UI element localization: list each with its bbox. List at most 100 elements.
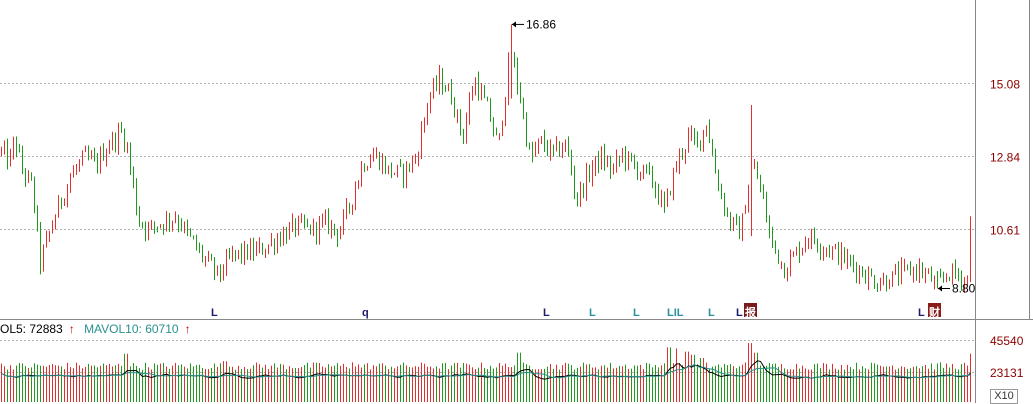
volume-bar bbox=[211, 367, 212, 402]
volume-bar bbox=[100, 365, 101, 402]
volume-bar bbox=[964, 362, 965, 402]
volume-bar bbox=[796, 363, 797, 402]
candle-body bbox=[13, 138, 14, 155]
volume-bar bbox=[946, 363, 947, 402]
candle-body bbox=[676, 166, 677, 171]
candle-body bbox=[679, 153, 680, 167]
volume-bar bbox=[292, 368, 293, 402]
candle-body bbox=[637, 165, 638, 177]
vol-ma5-label: OL5: 72883 bbox=[0, 322, 63, 336]
volume-bar bbox=[130, 366, 131, 402]
candle-body bbox=[940, 276, 941, 278]
volume-bar bbox=[10, 365, 11, 402]
candle-body bbox=[364, 165, 365, 170]
volume-bar bbox=[34, 363, 35, 402]
candle-body bbox=[562, 149, 563, 156]
candle-body bbox=[127, 147, 128, 149]
candle-body bbox=[214, 260, 215, 273]
candle-body bbox=[871, 271, 872, 277]
candle-body bbox=[148, 225, 149, 234]
candle-body bbox=[625, 151, 626, 165]
volume-bar bbox=[757, 352, 758, 402]
volume-bar bbox=[631, 368, 632, 402]
volume-bar bbox=[940, 362, 941, 402]
event-marker: L bbox=[633, 307, 640, 319]
candle-body bbox=[106, 152, 107, 160]
candle-body bbox=[244, 245, 245, 258]
volume-bar bbox=[949, 367, 950, 402]
candle-body bbox=[874, 276, 875, 288]
volume-bar bbox=[184, 366, 185, 402]
volume-bar bbox=[460, 367, 461, 402]
volume-bar bbox=[355, 366, 356, 402]
candle-body bbox=[247, 245, 248, 259]
volume-bar bbox=[196, 365, 197, 402]
candle-body bbox=[34, 179, 35, 210]
volume-bar bbox=[778, 366, 779, 402]
volume-bar bbox=[568, 363, 569, 402]
candle-body bbox=[382, 159, 383, 169]
volume-header: OL5: 72883 ↑ MAVOL10: 60710 ↑ bbox=[0, 322, 197, 336]
volume-bar bbox=[928, 368, 929, 402]
candle-body bbox=[502, 123, 503, 134]
candle-body bbox=[289, 225, 290, 240]
volume-bar bbox=[67, 362, 68, 402]
candle-body bbox=[916, 268, 917, 276]
candle-body bbox=[523, 101, 524, 115]
volume-bar bbox=[13, 369, 14, 402]
volume-bar bbox=[892, 365, 893, 402]
candle-body bbox=[82, 152, 83, 162]
candle-body bbox=[910, 266, 911, 275]
volume-bar bbox=[400, 364, 401, 402]
candle-body bbox=[301, 218, 302, 220]
candle-body bbox=[649, 168, 650, 170]
event-marker: 报 bbox=[745, 305, 757, 319]
volume-bar bbox=[931, 363, 932, 402]
candle-body bbox=[217, 265, 218, 273]
candle-body bbox=[409, 164, 410, 170]
candle-body bbox=[904, 264, 905, 266]
candle-body bbox=[718, 173, 719, 190]
volume-bar bbox=[139, 368, 140, 402]
candle-body bbox=[724, 194, 725, 212]
volume-bar bbox=[619, 366, 620, 402]
volume-bar bbox=[19, 362, 20, 402]
volume-bar bbox=[598, 369, 599, 402]
candle-body bbox=[250, 244, 251, 259]
volume-bar bbox=[769, 362, 770, 402]
volume-bar bbox=[319, 363, 320, 402]
candle-body bbox=[310, 224, 311, 234]
volume-bar bbox=[307, 362, 308, 402]
candle-body bbox=[10, 154, 11, 164]
volume-bar bbox=[625, 364, 626, 402]
candle-body bbox=[703, 130, 704, 148]
candle-body bbox=[754, 166, 755, 169]
volume-bar bbox=[166, 366, 167, 402]
volume-bar bbox=[250, 368, 251, 402]
candle-body bbox=[712, 142, 713, 155]
volume-bar bbox=[925, 365, 926, 402]
volume-bar bbox=[817, 363, 818, 402]
candle-body bbox=[286, 231, 287, 240]
candle-body bbox=[448, 85, 449, 91]
candle-body bbox=[394, 173, 395, 175]
candle-body bbox=[109, 146, 110, 153]
volume-bar bbox=[808, 369, 809, 402]
candle-body bbox=[919, 265, 920, 276]
event-marker: L bbox=[918, 307, 925, 319]
candle-body bbox=[691, 132, 692, 134]
candle-body bbox=[313, 222, 314, 234]
volume-bar bbox=[49, 364, 50, 402]
candle-body bbox=[274, 240, 275, 249]
volume-bar bbox=[877, 364, 878, 402]
volume-bar bbox=[397, 366, 398, 402]
volume-multiplier-button[interactable]: X10 bbox=[990, 389, 1018, 404]
candle-body bbox=[805, 243, 806, 249]
candle-body bbox=[529, 144, 530, 149]
volume-bar bbox=[859, 369, 860, 402]
volume-bar bbox=[730, 364, 731, 402]
volume-bar bbox=[715, 365, 716, 402]
candle-body bbox=[883, 277, 884, 284]
candle-body bbox=[175, 219, 176, 222]
